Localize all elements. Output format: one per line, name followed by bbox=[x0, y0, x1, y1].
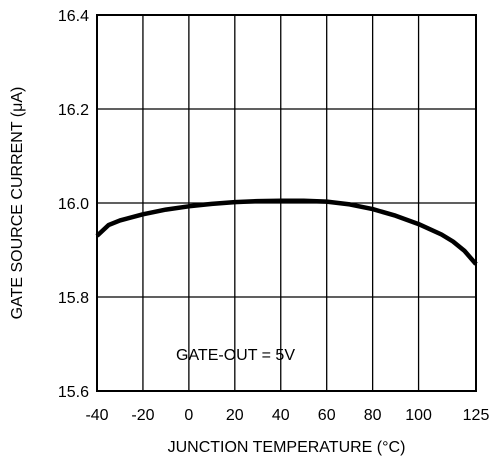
x-tick-label: 100 bbox=[405, 407, 432, 424]
y-tick-label: 15.6 bbox=[58, 384, 89, 401]
y-tick-label: 15.8 bbox=[58, 290, 89, 307]
y-axis-title: GATE SOURCE CURRENT (μA) bbox=[9, 87, 26, 320]
x-tick-label: -20 bbox=[131, 407, 154, 424]
y-tick-label: 16.2 bbox=[58, 102, 89, 119]
x-tick-label: -40 bbox=[85, 407, 108, 424]
x-tick-label: 80 bbox=[364, 407, 382, 424]
y-tick-label: 16.4 bbox=[58, 8, 89, 25]
series-line bbox=[95, 198, 478, 266]
x-tick-label: 60 bbox=[318, 407, 336, 424]
x-axis-title: JUNCTION TEMPERATURE (°C) bbox=[168, 439, 406, 456]
series-layer bbox=[95, 198, 478, 266]
x-tick-label: 125 bbox=[463, 407, 490, 424]
x-tick-label: 40 bbox=[272, 407, 290, 424]
plot-frame bbox=[96, 14, 477, 392]
y-tick-label: 16.0 bbox=[58, 196, 89, 213]
x-tick-labels: -40 -20 0 20 40 60 80 100 125 bbox=[85, 407, 489, 424]
condition-annotation: GATE-OUT = 5V bbox=[176, 347, 295, 364]
x-tick-label: 20 bbox=[226, 407, 244, 424]
grid bbox=[97, 15, 476, 391]
x-tick-label: 0 bbox=[184, 407, 193, 424]
y-tick-labels: 15.6 15.8 16.0 16.2 16.4 bbox=[58, 8, 89, 401]
